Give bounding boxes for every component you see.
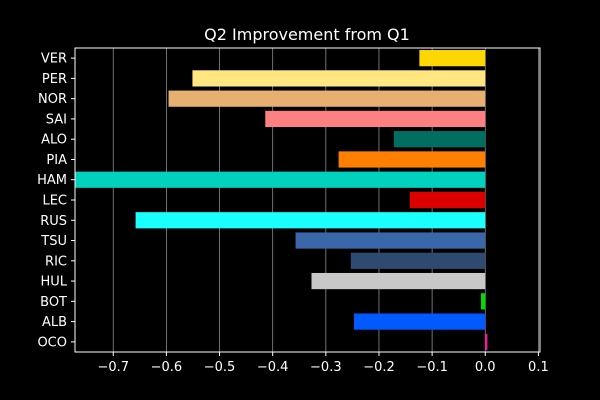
y-tick-label: SAI bbox=[46, 112, 67, 127]
bar-ver bbox=[419, 50, 486, 67]
y-tick-label: RUS bbox=[40, 214, 67, 229]
y-tick-label: LEC bbox=[42, 194, 67, 209]
y-tick-label: OCO bbox=[37, 335, 67, 350]
y-axis-ticks: VER PER NOR SAI ALO PIA HAM LEC RUS TSU RIC HUL BOT A… bbox=[37, 52, 75, 350]
x-tick-label: 0.1 bbox=[528, 360, 549, 375]
bar-per bbox=[192, 70, 486, 87]
y-tick-label: ALO bbox=[41, 133, 67, 148]
bar-oco bbox=[485, 333, 488, 350]
y-tick-label: RIC bbox=[45, 254, 67, 269]
y-tick-label: NOR bbox=[38, 92, 67, 107]
bar-bot bbox=[481, 293, 486, 310]
x-tick-label: 0.0 bbox=[475, 360, 496, 375]
x-tick-label: −0.7 bbox=[97, 360, 129, 375]
x-tick-label: −0.1 bbox=[416, 360, 448, 375]
x-tick-label: −0.4 bbox=[257, 360, 289, 375]
bar-pia bbox=[338, 151, 486, 168]
y-tick-label: PIA bbox=[46, 153, 67, 168]
x-tick-label: −0.6 bbox=[151, 360, 183, 375]
bar-sai bbox=[265, 110, 486, 128]
y-tick-label: VER bbox=[41, 52, 67, 67]
x-tick-label: −0.5 bbox=[204, 360, 236, 375]
bar-tsu bbox=[295, 232, 486, 249]
bar-hul bbox=[311, 272, 486, 290]
bar-alb bbox=[354, 313, 486, 330]
plot-frame bbox=[74, 47, 541, 353]
y-tick-label: PER bbox=[42, 72, 67, 87]
bar-ham bbox=[75, 171, 486, 188]
bar-ric bbox=[350, 252, 486, 269]
x-tick-label: −0.3 bbox=[310, 360, 342, 375]
y-tick-label: TSU bbox=[40, 234, 67, 249]
y-tick-label: HAM bbox=[37, 173, 67, 188]
bar-alo bbox=[393, 131, 486, 148]
bar-nor bbox=[168, 90, 486, 107]
y-tick-label: BOT bbox=[40, 295, 67, 310]
chart-title: Q2 Improvement from Q1 bbox=[204, 25, 410, 44]
y-tick-label: ALB bbox=[42, 315, 67, 330]
bar-lec bbox=[409, 191, 486, 209]
y-tick-label: HUL bbox=[40, 275, 67, 290]
bars bbox=[75, 50, 488, 350]
x-tick-label: −0.2 bbox=[363, 360, 395, 375]
bar-rus bbox=[135, 212, 486, 229]
x-axis-ticks: −0.7 −0.6 −0.5 −0.4 −0.3 −0.2 −0.1 0.0 0.1 bbox=[97, 352, 549, 375]
